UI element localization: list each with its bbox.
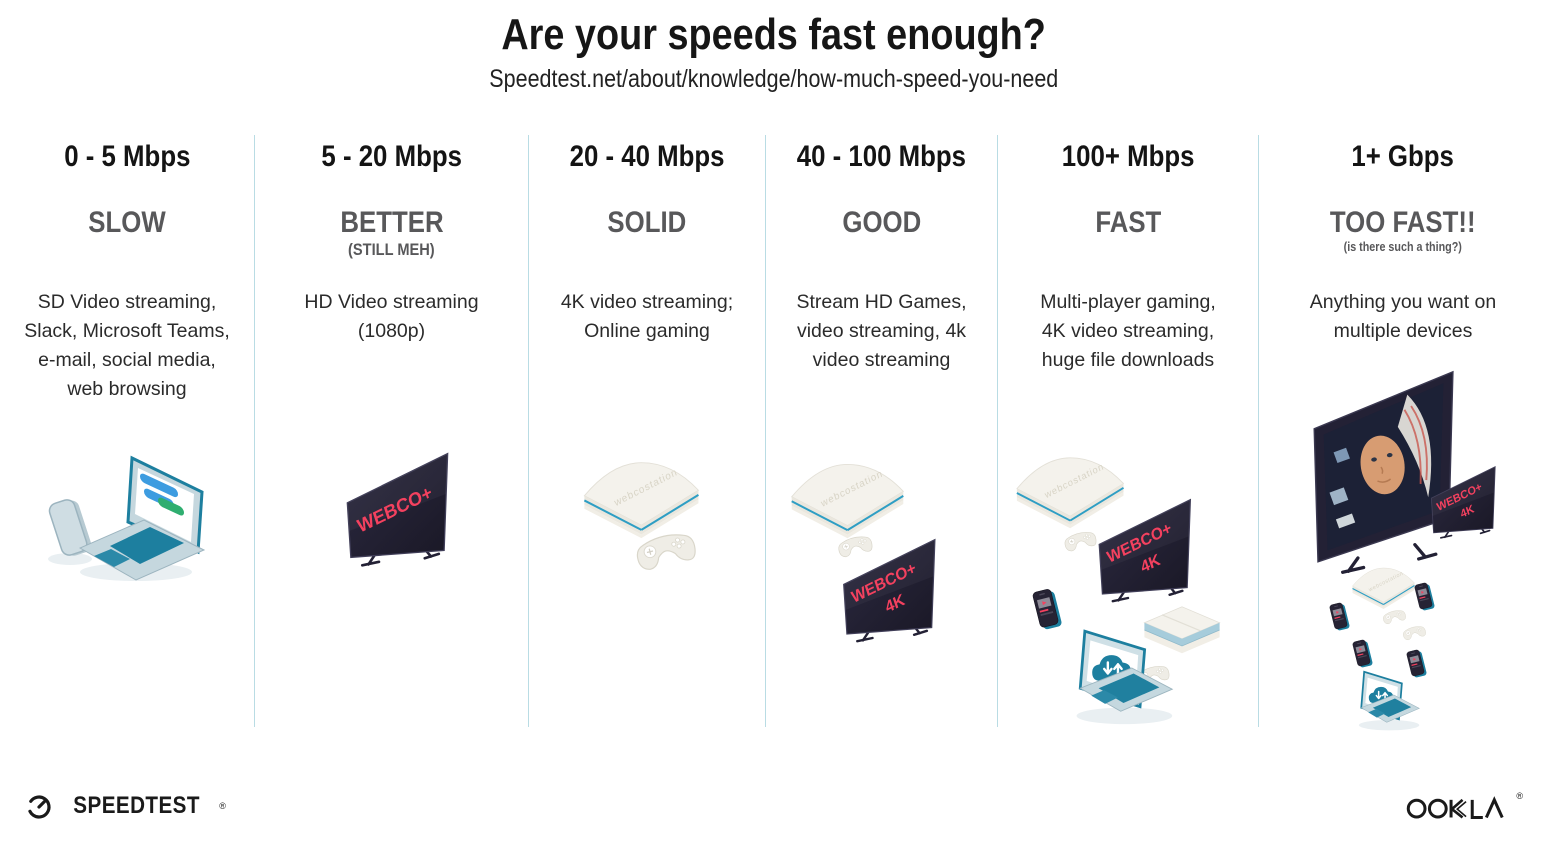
ookla-wordmark-icon <box>1407 796 1504 819</box>
game-controller-icon <box>835 533 874 559</box>
speedtest-wordmark: SPEEDTEST <box>73 792 200 819</box>
column-40-100-mbps: 40 - 100 Mbps GOOD Stream HD Games, vide… <box>766 135 998 727</box>
slim-console-icon <box>1143 606 1221 654</box>
speed-range: 20 - 40 Mbps <box>569 140 725 173</box>
tier-description: 4K video streaming; Online gaming <box>560 291 734 342</box>
tier-label: SLOW <box>88 206 166 239</box>
speed-range: 40 - 100 Mbps <box>796 140 967 173</box>
smartphone-icon <box>48 499 92 556</box>
page-title: Are your speeds fast enough? <box>501 10 1046 59</box>
speed-range: 100+ Mbps <box>1061 140 1195 173</box>
movie-tv-icon <box>1312 370 1455 574</box>
column-0-5-mbps: 0 - 5 Mbps SLOW SD Video streaming, Slac… <box>0 135 255 727</box>
game-console-icon <box>790 463 904 540</box>
ookla-logo: ® <box>1404 791 1523 821</box>
tier-label: SOLID <box>607 206 687 239</box>
game-controller-icon <box>1381 608 1407 626</box>
tier-label: TOO FAST!! <box>1330 206 1476 239</box>
game-controller-icon <box>1401 624 1427 642</box>
tv-4k-icon <box>1099 500 1190 602</box>
laptop-cloud-icon <box>1358 670 1421 732</box>
game-controller-icon <box>1062 529 1098 553</box>
speedtest-logo: SPEEDTEST ® <box>24 791 226 821</box>
tier-description: Stream HD Games, video streaming, 4k vid… <box>796 291 967 371</box>
tv-4k-icon <box>843 540 934 642</box>
tier-label: BETTER <box>339 206 444 239</box>
laptop-cloud-icon <box>1075 629 1174 726</box>
smartphone-video-icon <box>1352 638 1374 669</box>
smartphone-video-icon <box>1329 601 1351 632</box>
smartphone-video-icon <box>1406 648 1428 679</box>
column-20-40-mbps: 20 - 40 Mbps SOLID 4K video streaming; O… <box>529 135 766 727</box>
tier-description: Multi-player gaming, 4K video streaming,… <box>1040 291 1216 371</box>
hd-tv-icon <box>347 454 447 566</box>
game-console-icon <box>1015 456 1125 530</box>
speedtest-trademark: ® <box>219 801 226 811</box>
chat-bubbles-icon <box>140 473 184 516</box>
tier-label: FAST <box>1095 206 1161 239</box>
speedtest-gauge-icon <box>27 795 51 819</box>
tier-description: SD Video streaming, Slack, Microsoft Tea… <box>24 291 230 400</box>
header: Are your speeds fast enough? Speedtest.n… <box>0 0 1547 135</box>
laptop-chat-icon <box>78 455 206 581</box>
console-illustration <box>583 461 700 573</box>
laptop-and-phone-illustration <box>48 455 206 581</box>
speed-range: 5 - 20 Mbps <box>321 140 462 173</box>
ookla-trademark: ® <box>1516 791 1523 801</box>
tier-note: (is there such a thing?) <box>1343 240 1463 254</box>
smartphone-video-icon <box>1031 587 1063 632</box>
everything-illustration <box>1312 370 1546 732</box>
tier-description: Anything you want on multiple devices <box>1309 291 1497 342</box>
game-console-icon <box>1351 567 1416 610</box>
console-tv-illustration <box>790 463 989 678</box>
tier-label: GOOD <box>842 206 921 239</box>
smartphone-video-icon <box>1414 581 1436 612</box>
speed-tier-columns: 0 - 5 Mbps SLOW SD Video streaming, Slac… <box>0 135 1547 732</box>
speed-range: 1+ Gbps <box>1351 140 1455 173</box>
tier-description: HD Video streaming (1080p) <box>304 291 479 342</box>
tier-note: (STILL MEH) <box>348 240 435 259</box>
footer: SPEEDTEST ® ® <box>0 781 1547 843</box>
speed-range: 0 - 5 Mbps <box>63 140 191 173</box>
column-100-plus-mbps: 100+ Mbps FAST Multi-player gaming, 4K v… <box>998 135 1259 727</box>
multi-device-illustration <box>1015 456 1221 726</box>
page-subtitle: Speedtest.net/about/knowledge/how-much-s… <box>489 65 1058 93</box>
column-1-plus-gbps: 1+ Gbps TOO FAST!! (is there such a thin… <box>1259 135 1547 732</box>
hd-tv-illustration <box>317 438 467 603</box>
game-console-icon <box>583 461 700 540</box>
column-5-20-mbps: 5 - 20 Mbps BETTER (STILL MEH) HD Video … <box>255 135 529 727</box>
